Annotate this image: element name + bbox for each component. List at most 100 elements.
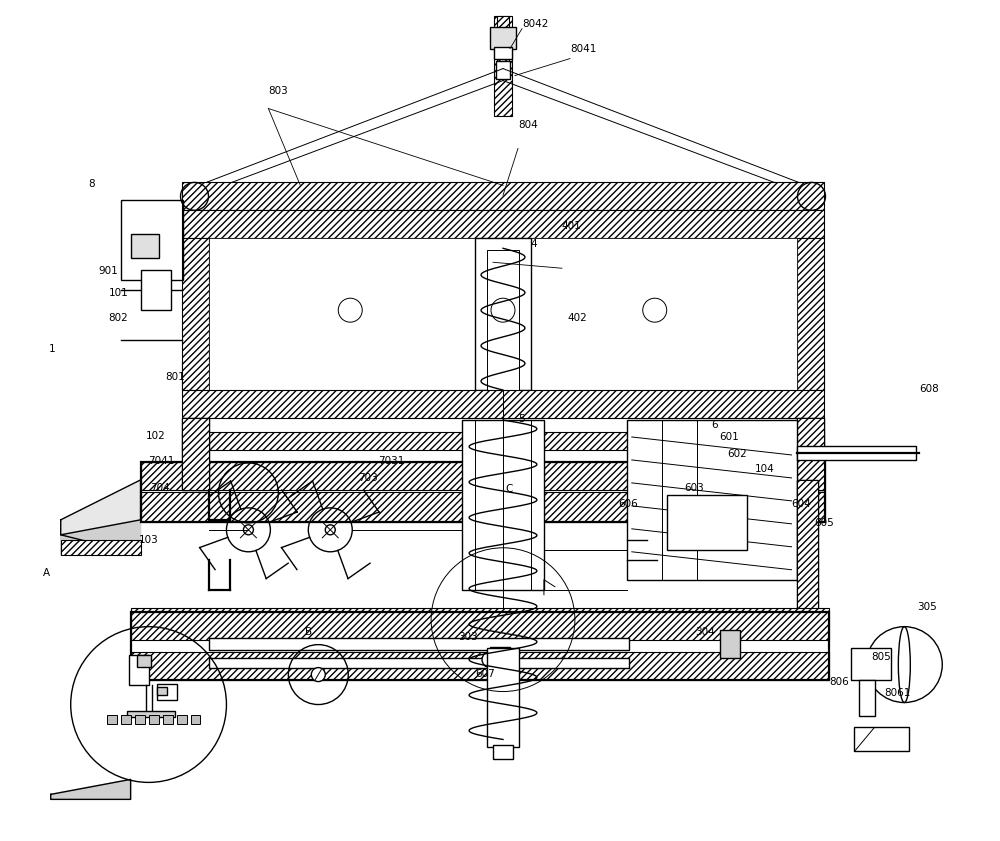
Bar — [61, 540, 141, 555]
Text: 608: 608 — [919, 383, 939, 394]
Bar — [797, 238, 824, 390]
Circle shape — [243, 525, 253, 535]
Bar — [209, 637, 629, 649]
Text: 4: 4 — [530, 239, 537, 249]
Bar — [490, 27, 516, 49]
Text: 603: 603 — [685, 483, 704, 493]
Bar — [487, 648, 519, 748]
Bar — [182, 418, 209, 490]
Bar — [141, 492, 825, 521]
Bar — [494, 46, 512, 59]
Bar — [131, 235, 159, 258]
Bar — [859, 680, 875, 716]
Bar — [177, 715, 187, 724]
Bar — [163, 715, 173, 724]
Text: 604: 604 — [792, 500, 811, 510]
Circle shape — [325, 525, 335, 535]
Bar — [141, 462, 825, 521]
Bar — [121, 200, 183, 280]
Polygon shape — [61, 520, 141, 555]
Bar — [182, 238, 209, 390]
Text: 605: 605 — [814, 518, 834, 528]
Text: 901: 901 — [99, 266, 118, 276]
Text: 5: 5 — [518, 414, 525, 424]
Text: 104: 104 — [755, 464, 774, 474]
Bar — [487, 251, 519, 390]
Text: 305: 305 — [917, 602, 937, 612]
Bar — [121, 715, 131, 724]
Bar — [182, 432, 824, 450]
Text: 6: 6 — [712, 420, 718, 430]
Bar — [854, 727, 909, 752]
Bar — [797, 418, 824, 490]
Bar — [182, 418, 209, 490]
Text: 704: 704 — [151, 483, 170, 493]
Bar — [182, 210, 824, 238]
Bar — [182, 182, 824, 210]
Text: 102: 102 — [146, 431, 165, 441]
Bar — [797, 480, 818, 625]
Text: 602: 602 — [728, 449, 747, 459]
Circle shape — [311, 668, 325, 681]
Bar — [797, 446, 916, 460]
Bar — [475, 238, 531, 390]
Bar — [129, 654, 149, 685]
Bar — [137, 654, 151, 667]
Text: 607: 607 — [475, 669, 495, 679]
Text: 103: 103 — [139, 535, 158, 545]
Text: 8042: 8042 — [522, 19, 548, 29]
Text: 804: 804 — [518, 120, 538, 130]
Bar — [797, 480, 818, 625]
Bar — [149, 715, 159, 724]
Polygon shape — [51, 780, 131, 800]
Bar — [851, 648, 891, 680]
Bar — [131, 652, 829, 680]
Bar — [107, 715, 117, 724]
Text: 401: 401 — [562, 220, 582, 230]
Text: 7031: 7031 — [378, 456, 405, 466]
Text: 402: 402 — [568, 313, 588, 323]
Text: 303: 303 — [458, 632, 478, 643]
Bar — [493, 745, 513, 759]
Text: 304: 304 — [695, 627, 714, 637]
Bar — [141, 270, 171, 310]
Bar — [191, 715, 200, 724]
Text: 8061: 8061 — [884, 689, 911, 698]
Text: 606: 606 — [618, 500, 638, 510]
Bar — [209, 238, 797, 390]
Text: 8041: 8041 — [570, 45, 596, 55]
Text: 601: 601 — [720, 432, 739, 442]
Text: B: B — [305, 627, 312, 637]
Polygon shape — [61, 480, 141, 535]
Bar — [462, 420, 544, 590]
Bar — [720, 630, 740, 658]
Text: 801: 801 — [166, 372, 185, 382]
Text: 802: 802 — [109, 313, 128, 323]
Bar — [667, 495, 747, 550]
Bar — [127, 711, 175, 717]
Bar — [497, 16, 509, 61]
Bar — [209, 658, 629, 668]
Text: C: C — [505, 484, 512, 495]
Bar — [797, 418, 824, 490]
Bar — [490, 647, 510, 664]
Text: 101: 101 — [109, 288, 128, 298]
Bar — [494, 16, 512, 115]
Circle shape — [482, 652, 498, 668]
Text: A: A — [43, 569, 50, 579]
Bar — [141, 462, 825, 490]
Text: 1: 1 — [49, 344, 55, 354]
Text: 806: 806 — [829, 678, 849, 687]
Bar — [157, 684, 177, 700]
Text: 8: 8 — [89, 179, 95, 188]
Bar — [182, 390, 824, 418]
Bar — [157, 686, 167, 695]
Text: 805: 805 — [871, 653, 891, 662]
Bar — [131, 608, 829, 640]
Text: 803: 803 — [268, 87, 288, 97]
Bar — [182, 362, 824, 390]
Text: 7041: 7041 — [149, 456, 175, 466]
Text: 703: 703 — [358, 473, 378, 483]
Bar — [496, 61, 510, 78]
Bar — [135, 715, 145, 724]
